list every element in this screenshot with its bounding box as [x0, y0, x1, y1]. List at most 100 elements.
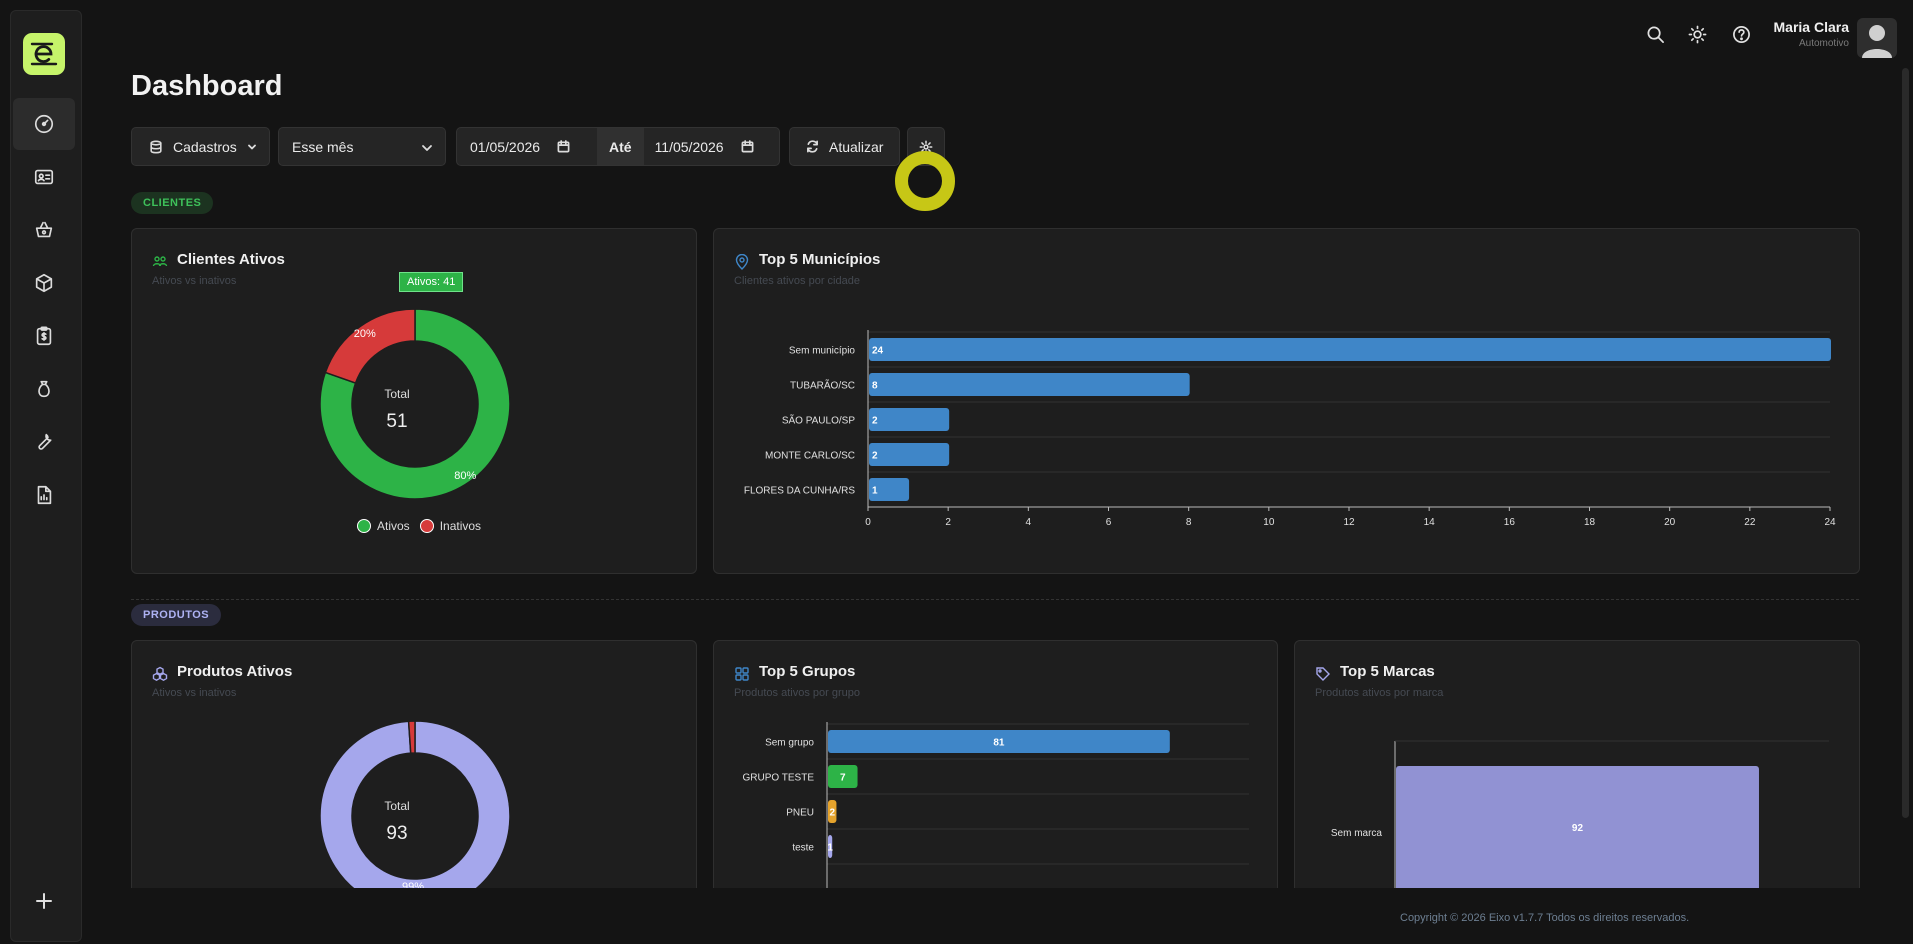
nav-produtos[interactable]	[13, 257, 75, 309]
card-clientes-ativos: Clientes Ativos Ativos vs inativos 80% 20…	[131, 228, 697, 574]
x-tick-label: 8	[1186, 517, 1192, 528]
cadastros-label: Cadastros	[173, 138, 237, 155]
nav-servicos[interactable]	[13, 416, 75, 468]
bar	[828, 765, 858, 788]
page-title: Dashboard	[131, 70, 283, 102]
card-produtos-ativos: Produtos Ativos Ativos vs inativos Total…	[131, 640, 697, 900]
grupos-bar-chart: Sem grupo 81 GRUPO TESTE 7 PNEU 2 teste 1	[743, 722, 1249, 899]
scrollbar[interactable]	[1902, 68, 1909, 818]
card-top-municipios: Top 5 Municípios Clientes ativos por cid…	[713, 228, 1860, 574]
box-icon	[35, 273, 53, 293]
sidebar	[10, 10, 82, 942]
nav-vendas[interactable]	[13, 204, 75, 256]
help-button[interactable]	[1729, 22, 1753, 46]
nav-relatorios[interactable]	[13, 469, 75, 521]
bar-value-label: 24	[872, 346, 884, 357]
section-divider	[131, 599, 1859, 600]
app-logo[interactable]	[23, 33, 65, 75]
bar	[869, 443, 950, 466]
card-subtitle: Produtos ativos por marca	[1315, 687, 1444, 699]
chart-legend: Ativos Inativos	[357, 519, 481, 533]
date-from-value: 01/05/2026	[470, 138, 541, 155]
card-title: Top 5 Municípios	[759, 251, 881, 268]
basket-icon	[35, 221, 53, 238]
database-icon	[150, 140, 162, 153]
date-separator: Até	[597, 128, 644, 165]
category-label: Sem marca	[1331, 828, 1383, 839]
category-label: teste	[792, 843, 814, 854]
donut-slice-1	[407, 720, 416, 754]
legend-swatch-ativos	[357, 519, 371, 533]
nav-clientes[interactable]	[13, 151, 75, 203]
card-top-marcas: Top 5 Marcas Produtos ativos por marca 9…	[1294, 640, 1860, 900]
bar-value-label: 2	[872, 416, 878, 427]
legend-ativos[interactable]: Ativos	[377, 519, 410, 533]
bar-value-label: 92	[1572, 823, 1584, 834]
period-select[interactable]: Esse mês	[278, 127, 446, 166]
bar	[1396, 766, 1759, 899]
refresh-button[interactable]: Atualizar	[789, 127, 900, 166]
wrench-icon	[38, 433, 52, 450]
users-icon	[152, 256, 168, 267]
donut-total-label: Total	[384, 799, 410, 813]
card-subtitle: Clientes ativos por cidade	[734, 275, 860, 287]
bar	[869, 373, 1190, 396]
nav-financeiro[interactable]	[13, 310, 75, 362]
x-tick-label: 14	[1424, 517, 1436, 528]
chart-tooltip: Ativos: 41	[399, 272, 464, 292]
x-tick-label: 18	[1584, 517, 1596, 528]
refresh-icon	[807, 140, 818, 153]
produtos-donut-chart	[319, 720, 511, 899]
category-label: Sem grupo	[765, 738, 814, 749]
card-subtitle: Ativos vs inativos	[152, 275, 237, 287]
x-tick-label: 22	[1744, 517, 1756, 528]
bar-value-label: 2	[872, 451, 878, 462]
donut-slice-0	[319, 720, 511, 899]
x-tick-label: 12	[1343, 517, 1355, 528]
card-subtitle: Ativos vs inativos	[152, 687, 237, 699]
search-button[interactable]	[1643, 22, 1667, 46]
nav-caixa[interactable]	[13, 363, 75, 415]
money-bag-icon	[38, 380, 50, 398]
x-tick-label: 2	[945, 517, 951, 528]
refresh-label: Atualizar	[829, 138, 884, 155]
footer-copyright: Copyright © 2026 Eixo v1.7.7 Todos os di…	[1400, 912, 1690, 924]
report-icon	[37, 485, 52, 505]
cursor-indicator	[895, 151, 955, 211]
chevron-down-icon	[247, 144, 256, 149]
theme-toggle[interactable]	[1685, 22, 1709, 46]
avatar[interactable]	[1857, 18, 1897, 58]
x-tick-label: 0	[865, 517, 871, 528]
help-icon	[1732, 25, 1750, 43]
clientes-donut-chart: 80% 20%	[319, 308, 511, 500]
date-to-input[interactable]: 11/05/2026	[644, 128, 779, 165]
plus-icon	[36, 893, 52, 909]
bar-value-label: 1	[872, 486, 878, 497]
date-from-input[interactable]: 01/05/2026	[457, 128, 597, 165]
slice-label-1: 20%	[354, 328, 376, 340]
bar	[828, 835, 833, 858]
cadastros-dropdown[interactable]: Cadastros	[131, 127, 270, 166]
sun-icon	[1688, 25, 1706, 43]
x-tick-label: 16	[1504, 517, 1516, 528]
category-label: Sem município	[789, 346, 856, 357]
category-label: FLORES DA CUNHA/RS	[744, 486, 855, 497]
bar-value-label: 1	[827, 843, 833, 854]
bar	[869, 338, 1831, 361]
donut-total-label: Total	[384, 387, 410, 401]
card-title: Produtos Ativos	[177, 663, 293, 680]
bar	[869, 478, 910, 501]
grid-icon	[735, 667, 749, 681]
nav-dashboard[interactable]	[13, 98, 75, 150]
date-to-value: 11/05/2026	[654, 138, 724, 155]
card-top-grupos: Top 5 Grupos Produtos ativos por grupo S…	[713, 640, 1278, 900]
donut-slice-0	[319, 308, 511, 500]
donut-total-value: 51	[386, 411, 408, 432]
legend-inativos[interactable]: Inativos	[439, 519, 482, 533]
add-button[interactable]	[13, 875, 75, 927]
date-range: 01/05/2026 Até 11/05/2026	[456, 127, 780, 166]
card-title: Top 5 Grupos	[759, 663, 856, 680]
bar	[869, 408, 950, 431]
donut-total-value: 93	[386, 823, 408, 844]
